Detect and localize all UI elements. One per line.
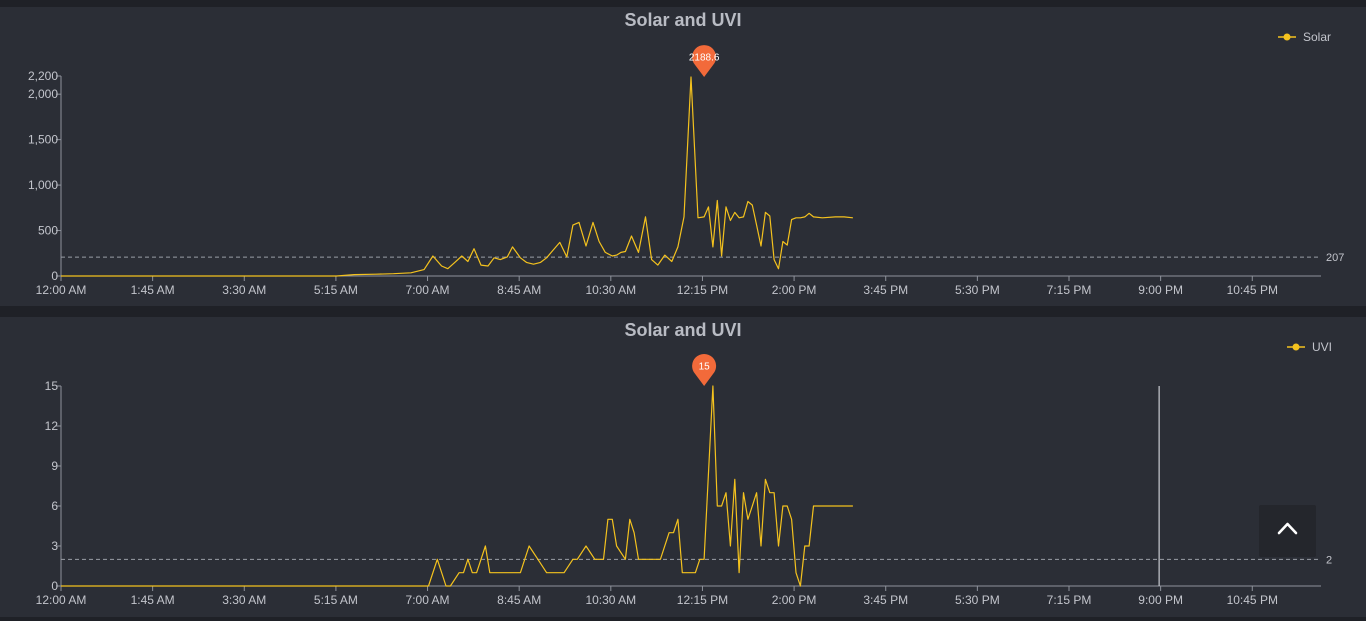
legend-label-solar[interactable]: Solar xyxy=(1303,30,1331,44)
x-tick-label: 7:00 AM xyxy=(406,593,450,607)
legend-label-uvi[interactable]: UVI xyxy=(1312,340,1332,354)
chart-title: Solar and UVI xyxy=(624,10,741,30)
x-tick-label: 1:45 AM xyxy=(131,593,175,607)
x-tick-label: 9:00 PM xyxy=(1138,593,1183,607)
x-tick-label: 3:45 PM xyxy=(863,283,908,297)
y-tick-label: 2,200 xyxy=(28,69,58,83)
x-tick-label: 8:45 AM xyxy=(497,283,541,297)
scroll-to-top-button[interactable] xyxy=(1259,505,1316,557)
x-tick-label: 12:15 PM xyxy=(677,593,728,607)
chevron-up-icon xyxy=(1277,522,1298,535)
x-tick-label: 9:00 PM xyxy=(1138,283,1183,297)
x-tick-label: 5:15 AM xyxy=(314,593,358,607)
x-tick-label: 12:00 AM xyxy=(36,593,87,607)
legend-dot-marker xyxy=(1292,343,1300,351)
x-tick-label: 12:00 AM xyxy=(36,283,87,297)
solar-chart: Solar and UVI Solar 0 500 1,000 1,500 2,000 2… xyxy=(28,10,1344,297)
legend-dot-marker xyxy=(1283,33,1291,41)
max-value-marker[interactable]: 2188.6 xyxy=(689,45,720,78)
x-tick-label: 10:45 PM xyxy=(1227,593,1278,607)
y-tick-label: 500 xyxy=(38,224,58,238)
x-tick-label: 5:30 PM xyxy=(955,283,1000,297)
y-tick-label: 15 xyxy=(45,379,59,393)
x-tick-label: 2:00 PM xyxy=(772,283,817,297)
x-tick-label: 5:15 AM xyxy=(314,283,358,297)
y-tick-label: 0 xyxy=(51,579,58,593)
x-tick-label: 1:45 AM xyxy=(131,283,175,297)
x-tick-label: 5:30 PM xyxy=(955,593,1000,607)
x-tick-label: 7:15 PM xyxy=(1047,283,1092,297)
max-marker-label: 2188.6 xyxy=(689,53,720,64)
x-tick-label: 3:30 AM xyxy=(222,593,266,607)
legend[interactable]: Solar xyxy=(1278,30,1331,44)
x-tick-label: 10:30 AM xyxy=(585,283,636,297)
x-tick-label: 7:00 AM xyxy=(406,283,450,297)
max-marker-label: 15 xyxy=(699,362,711,373)
series-line-uvi[interactable] xyxy=(61,385,853,587)
y-tick-label: 1,500 xyxy=(28,133,58,147)
y-tick-label: 6 xyxy=(51,499,58,513)
y-tick-label: 0 xyxy=(51,269,58,283)
reference-line-label: 2 xyxy=(1326,554,1332,566)
x-tick-label: 7:15 PM xyxy=(1047,593,1092,607)
series-line-solar[interactable] xyxy=(61,76,853,277)
x-tick-label: 10:45 PM xyxy=(1227,283,1278,297)
y-tick-label: 1,000 xyxy=(28,178,58,192)
uvi-chart-panel: Solar and UVI UVI 0 3 6 9 12 15 12:00 AM 1:45 A… xyxy=(0,317,1366,617)
x-tick-label: 12:15 PM xyxy=(677,283,728,297)
x-tick-label: 2:00 PM xyxy=(772,593,817,607)
reference-line-label: 207 xyxy=(1326,252,1344,264)
x-tick-label: 10:30 AM xyxy=(585,593,636,607)
solar-chart-panel: Solar and UVI Solar 0 500 1,000 1,500 2,000 2… xyxy=(0,7,1366,306)
x-tick-label: 3:45 PM xyxy=(863,593,908,607)
max-marker-pin xyxy=(692,353,717,386)
y-tick-label: 9 xyxy=(51,459,58,473)
uvi-chart: Solar and UVI UVI 0 3 6 9 12 15 12:00 AM 1:45 A… xyxy=(36,320,1332,607)
y-tick-label: 12 xyxy=(45,419,59,433)
x-tick-label: 8:45 AM xyxy=(497,593,541,607)
x-tick-label: 3:30 AM xyxy=(222,283,266,297)
max-value-marker[interactable]: 15 xyxy=(692,353,717,386)
max-marker-pin xyxy=(692,45,717,78)
legend[interactable]: UVI xyxy=(1287,340,1332,354)
chart-title: Solar and UVI xyxy=(624,320,741,340)
y-tick-label: 2,000 xyxy=(28,87,58,101)
y-tick-label: 3 xyxy=(51,539,58,553)
